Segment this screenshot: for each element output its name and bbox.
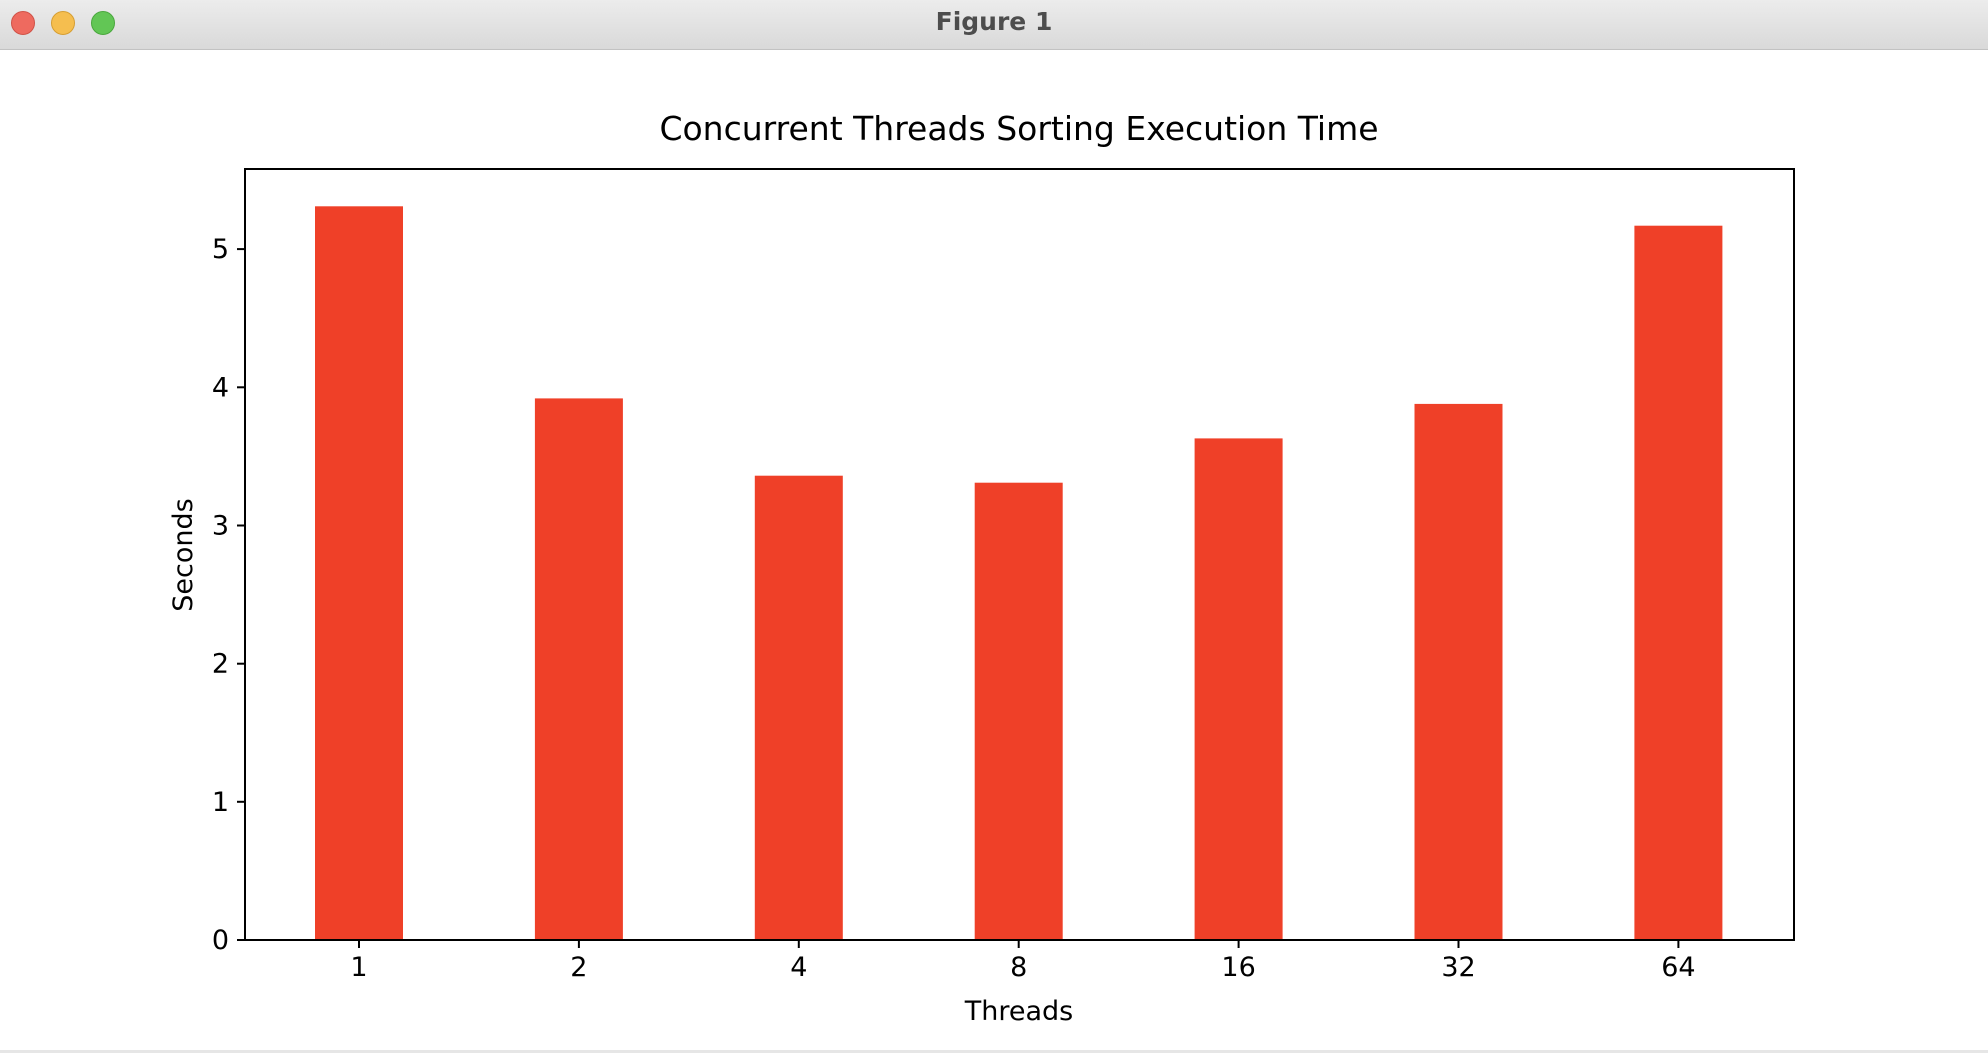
y-axis-label: Seconds (168, 498, 199, 611)
y-tick-label-0: 0 (212, 925, 229, 956)
close-icon[interactable] (11, 11, 35, 35)
x-tick-label-16: 16 (1221, 952, 1255, 983)
x-axis: 1 2 4 8 16 32 64 (350, 940, 1696, 983)
maximize-icon[interactable] (91, 11, 115, 35)
minimize-icon[interactable] (51, 11, 75, 35)
bottom-strip (0, 1050, 1988, 1053)
x-tick-label-8: 8 (1010, 952, 1027, 983)
bar-1 (315, 206, 403, 941)
bar-8 (974, 482, 1063, 940)
bar-32 (1414, 403, 1503, 940)
x-axis-label: Threads (964, 996, 1073, 1027)
y-tick-label-3: 3 (212, 511, 229, 542)
bar-4 (754, 475, 843, 940)
bar-64 (1634, 225, 1723, 940)
bars-group (315, 206, 1723, 941)
y-tick-label-5: 5 (212, 234, 229, 265)
x-tick-label-64: 64 (1661, 952, 1695, 983)
window-title: Figure 1 (935, 7, 1053, 36)
y-tick-label-1: 1 (212, 787, 229, 818)
y-axis: 0 1 2 3 4 5 (212, 234, 245, 956)
y-tick-label-4: 4 (212, 372, 229, 403)
bar-16 (1194, 438, 1283, 940)
x-tick-label-2: 2 (570, 952, 587, 983)
x-tick-label-4: 4 (790, 952, 807, 983)
x-tick-label-1: 1 (350, 952, 367, 983)
chart-title: Concurrent Threads Sorting Execution Tim… (659, 109, 1378, 148)
figure-canvas: Concurrent Threads Sorting Execution Tim… (0, 50, 1988, 1050)
bar-2 (534, 398, 623, 940)
title-bar: Figure 1 (0, 0, 1988, 50)
y-tick-label-2: 2 (212, 649, 229, 680)
bar-chart: Concurrent Threads Sorting Execution Tim… (168, 109, 1795, 1027)
x-tick-label-32: 32 (1441, 952, 1475, 983)
